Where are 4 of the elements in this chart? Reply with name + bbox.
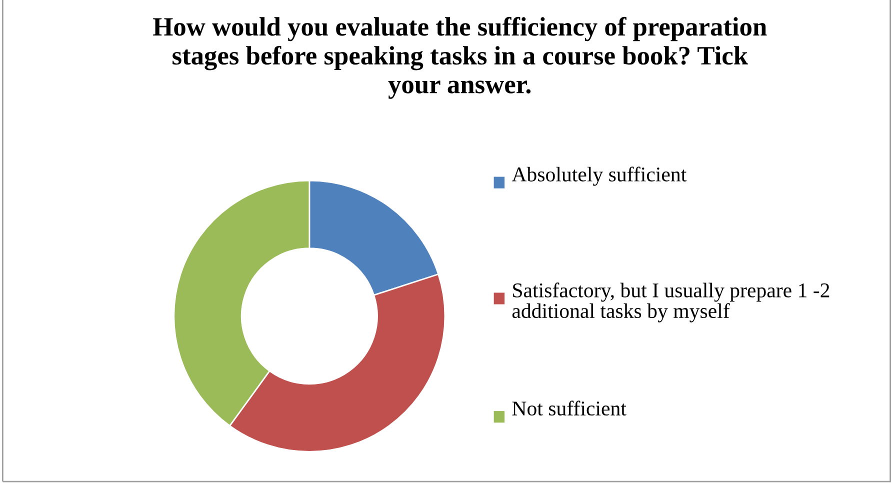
legend-label: Satisfactory, but I usually prepare 1 -2 additional tasks by myself bbox=[512, 282, 830, 322]
chart-title: How would you evaluate the sufficiency of preparation stages before speaking tasks in a course book? Tick your answer. bbox=[153, 16, 767, 99]
legend-label: Absolutely sufficient bbox=[512, 166, 687, 186]
legend-label: Not sufficient bbox=[512, 400, 626, 416]
